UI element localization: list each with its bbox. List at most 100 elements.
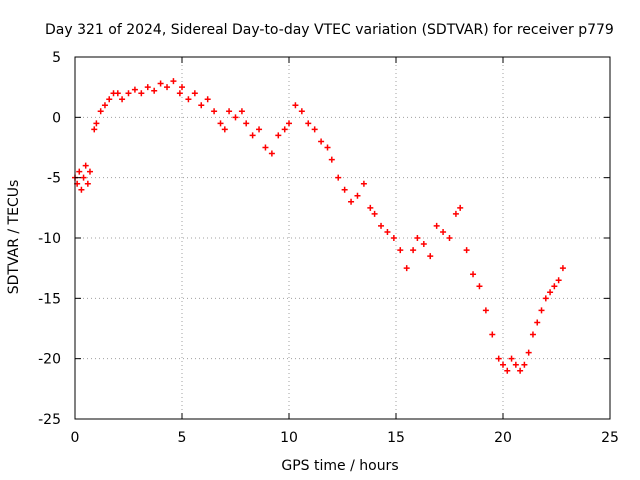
data-point — [226, 108, 233, 115]
data-point — [390, 235, 397, 241]
data-point — [551, 283, 558, 290]
y-tick-label: -20 — [38, 352, 61, 368]
data-point — [305, 120, 312, 127]
data-point — [427, 253, 434, 260]
data-point — [292, 102, 299, 109]
data-point — [176, 90, 183, 97]
data-point — [138, 90, 145, 97]
data-point — [414, 235, 421, 241]
data-point — [311, 126, 318, 133]
data-point — [328, 156, 335, 163]
data-point — [243, 120, 250, 127]
data-point — [91, 126, 98, 133]
data-point — [114, 90, 121, 97]
data-point — [542, 295, 549, 302]
data-point — [131, 86, 138, 93]
data-point — [457, 204, 464, 211]
data-point — [324, 144, 331, 151]
data-point — [547, 289, 554, 296]
data-point — [525, 349, 532, 356]
data-point — [97, 108, 104, 115]
y-tick-label: -25 — [38, 412, 61, 428]
data-point — [482, 307, 489, 314]
data-point — [495, 355, 502, 362]
data-point — [433, 222, 440, 229]
data-point — [446, 235, 453, 241]
data-point — [463, 247, 470, 254]
data-point — [86, 168, 93, 175]
data-point — [470, 271, 477, 278]
data-point — [298, 108, 305, 115]
data-point — [80, 174, 87, 181]
data-point — [151, 87, 158, 94]
data-point — [335, 174, 342, 181]
data-point — [93, 120, 100, 127]
data-point — [198, 102, 205, 109]
data-point — [517, 367, 524, 374]
data-point — [232, 114, 239, 121]
data-point — [286, 120, 292, 127]
y-tick-label: -10 — [38, 231, 61, 247]
data-point — [211, 108, 218, 115]
data-point — [384, 228, 391, 235]
x-axis-label: GPS time / hours — [281, 458, 398, 474]
data-point — [397, 247, 404, 254]
data-point — [410, 247, 417, 254]
data-point — [420, 241, 427, 248]
data-point — [367, 204, 374, 211]
data-point — [78, 186, 85, 193]
data-point — [204, 96, 211, 103]
grid-lines — [75, 57, 610, 419]
x-tick-label: 25 — [601, 430, 619, 446]
data-point — [534, 319, 541, 326]
data-point — [217, 120, 224, 127]
data-point — [170, 78, 177, 85]
data-point — [76, 168, 83, 175]
data-point — [521, 361, 528, 368]
x-tick-label: 10 — [280, 430, 298, 446]
data-point — [341, 186, 348, 193]
axis-ticks: 0 5 10 15 20 25 -25 -20 -15 -10 -5 0 5 — [38, 50, 619, 446]
data-point — [476, 283, 483, 290]
data-point — [157, 80, 164, 87]
data-point — [249, 132, 256, 139]
y-tick-label: 5 — [52, 50, 61, 66]
data-point — [281, 126, 288, 133]
data-point — [221, 126, 228, 133]
y-tick-label: 0 — [52, 110, 61, 126]
data-point — [559, 265, 566, 272]
data-point — [508, 355, 515, 362]
data-point — [179, 84, 185, 91]
data-point — [529, 331, 536, 338]
data-point — [403, 265, 410, 272]
y-axis-label: SDTVAR / TECUs — [6, 180, 22, 295]
data-point — [504, 367, 511, 374]
data-point — [185, 96, 192, 103]
data-point — [125, 90, 132, 97]
data-point — [538, 307, 545, 314]
x-tick-label: 15 — [387, 430, 405, 446]
data-points — [72, 78, 566, 374]
data-point — [262, 144, 269, 151]
y-tick-label: -15 — [38, 291, 61, 307]
data-point — [275, 132, 282, 139]
chart-title: Day 321 of 2024, Sidereal Day-to-day VTE… — [45, 22, 614, 38]
data-point — [84, 180, 91, 187]
data-point — [164, 84, 171, 91]
data-point — [371, 210, 378, 217]
data-point — [191, 90, 198, 97]
data-point — [256, 126, 263, 133]
data-point — [378, 222, 385, 229]
data-point — [512, 361, 519, 368]
data-point — [500, 361, 506, 368]
y-tick-label: -5 — [47, 171, 61, 187]
data-point — [440, 228, 447, 235]
x-tick-label: 0 — [71, 430, 80, 446]
data-point — [119, 96, 126, 103]
data-point — [360, 180, 367, 187]
data-point — [101, 102, 108, 109]
data-point — [268, 150, 275, 157]
x-tick-label: 5 — [178, 430, 187, 446]
data-point — [106, 96, 113, 103]
